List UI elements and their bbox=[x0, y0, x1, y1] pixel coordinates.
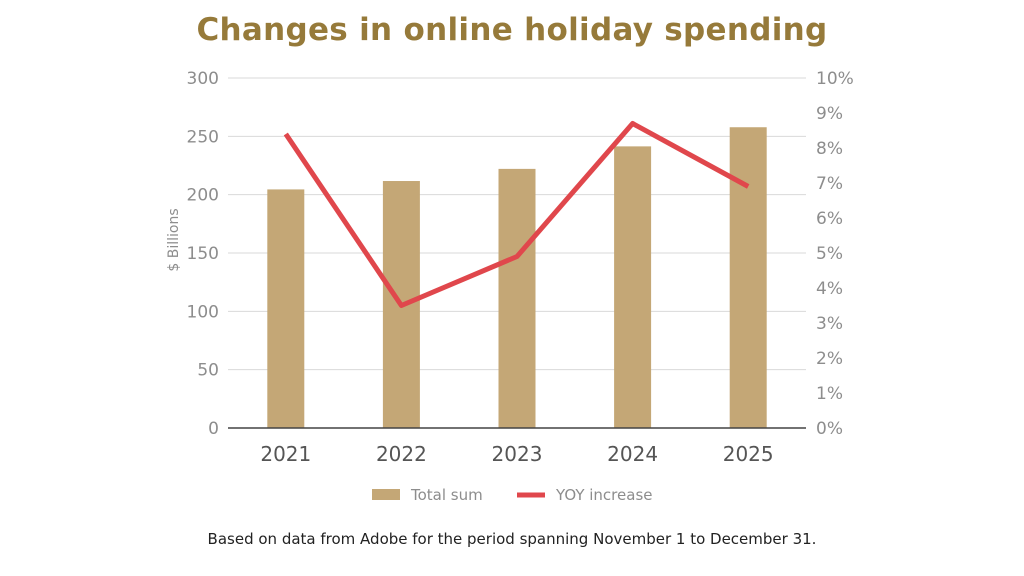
y-tick-label: 250 bbox=[187, 127, 219, 147]
y2-tick-label: 3% bbox=[816, 314, 843, 334]
yoy-line bbox=[283, 121, 750, 308]
left-axis-ticks: 0 50 100 150 200 250 300 bbox=[187, 69, 219, 439]
y2-tick-label: 4% bbox=[816, 279, 843, 299]
legend-label-yoy-increase: YOY increase bbox=[555, 486, 652, 504]
y-axis-label: $ Billions bbox=[166, 208, 182, 271]
y-tick-label: 50 bbox=[197, 361, 219, 381]
chart-title: Changes in online holiday spending bbox=[196, 12, 828, 48]
y2-tick-label: 7% bbox=[816, 174, 843, 194]
x-tick-label: 2023 bbox=[492, 442, 543, 466]
x-tick-label: 2022 bbox=[376, 442, 427, 466]
y2-tick-label: 0% bbox=[816, 419, 843, 439]
x-tick-label: 2025 bbox=[723, 442, 774, 466]
bar-2023 bbox=[498, 168, 536, 428]
bar-2024 bbox=[614, 146, 652, 428]
right-axis-ticks: 0% 1% 2% 3% 4% 5% 6% 7% 8% 9% 10% bbox=[816, 69, 854, 439]
y2-tick-label: 9% bbox=[816, 104, 843, 124]
y-tick-label: 150 bbox=[187, 244, 219, 264]
bar-2025 bbox=[729, 127, 767, 428]
x-axis-ticks: 2021 2022 2023 2024 2025 bbox=[260, 442, 773, 466]
y-tick-label: 200 bbox=[187, 186, 219, 206]
legend-swatch-total-sum bbox=[372, 489, 400, 500]
x-tick-label: 2021 bbox=[260, 442, 311, 466]
y2-tick-label: 8% bbox=[816, 139, 843, 159]
y2-tick-label: 10% bbox=[816, 69, 854, 89]
legend-label-total-sum: Total sum bbox=[410, 486, 483, 504]
y-tick-label: 300 bbox=[187, 69, 219, 89]
x-tick-label: 2024 bbox=[607, 442, 658, 466]
y2-tick-label: 2% bbox=[816, 349, 843, 369]
yoy-line-layer bbox=[283, 121, 750, 308]
footnote: Based on data from Adobe for the period … bbox=[207, 530, 817, 548]
legend: Total sum YOY increase bbox=[372, 486, 652, 504]
y-tick-label: 0 bbox=[208, 419, 219, 439]
bar-2021 bbox=[267, 189, 305, 428]
y-tick-label: 100 bbox=[187, 302, 219, 322]
y2-tick-label: 5% bbox=[816, 244, 843, 264]
y2-tick-label: 1% bbox=[816, 384, 843, 404]
bars bbox=[267, 127, 767, 428]
y2-tick-label: 6% bbox=[816, 209, 843, 229]
